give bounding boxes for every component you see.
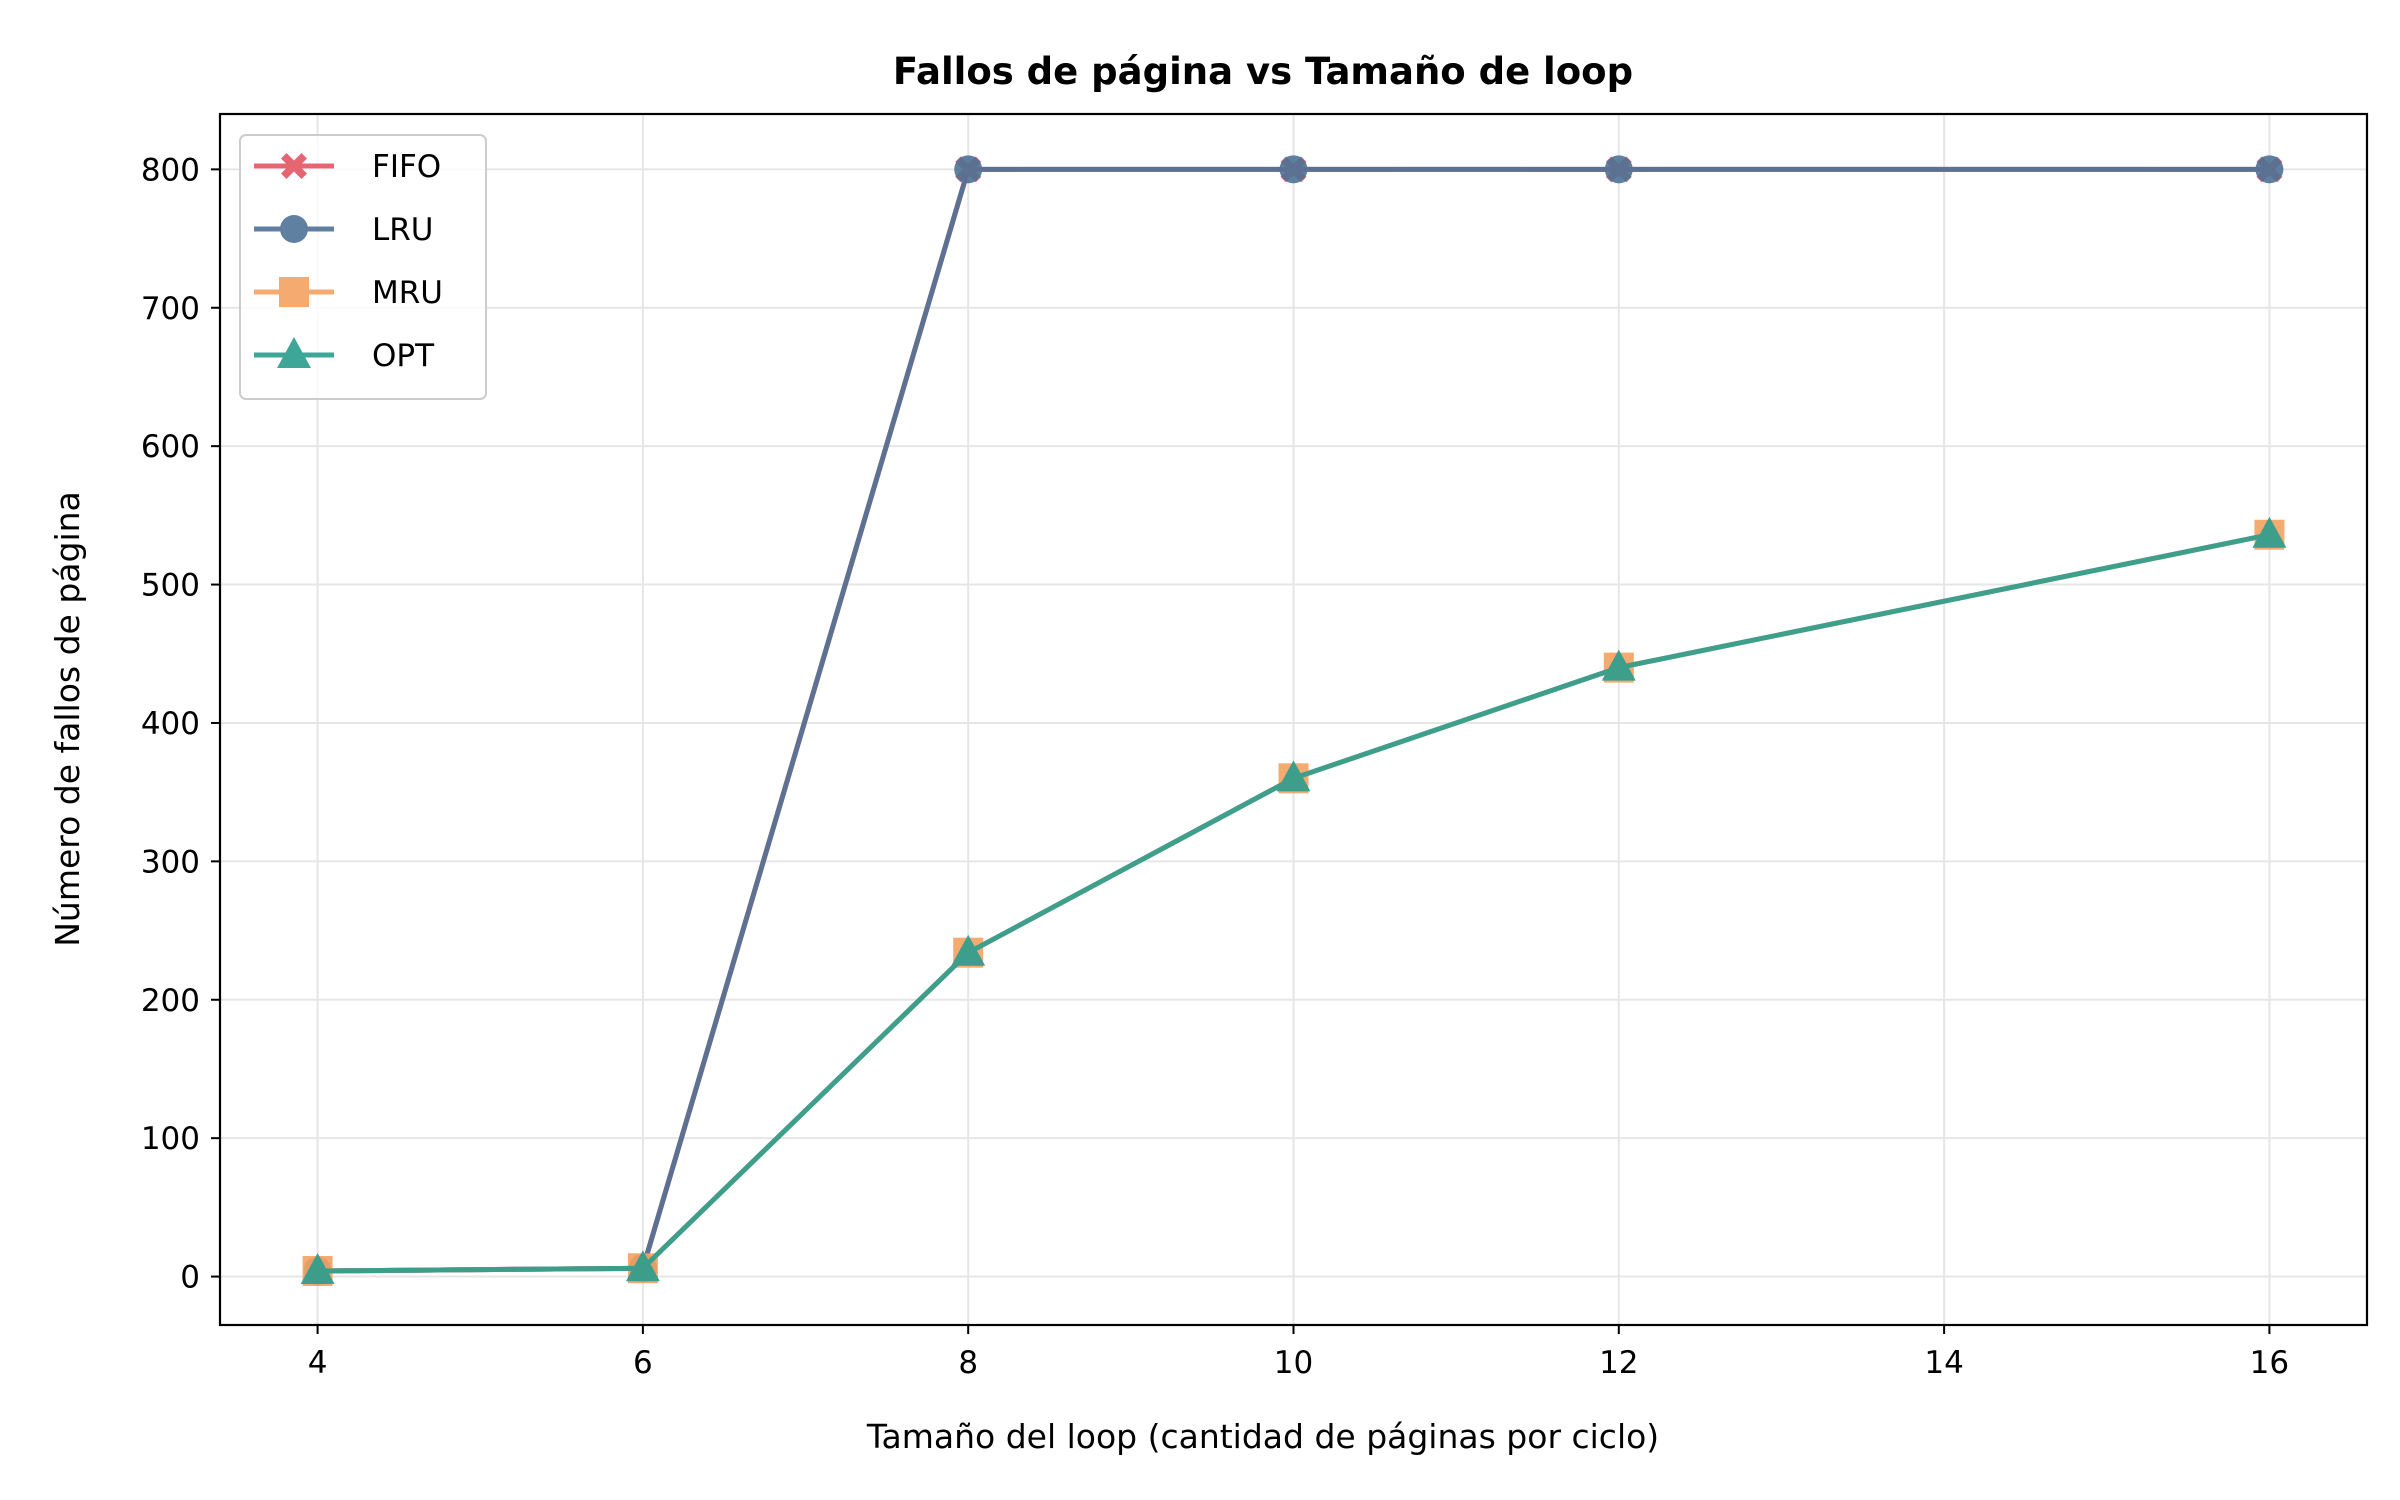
data-point-opt: [300, 1253, 335, 1285]
legend-marker-opt: [277, 337, 311, 368]
y-tick-label: 300: [141, 844, 200, 880]
legend-marker-fifo: [281, 153, 307, 179]
data-point-opt: [625, 1250, 660, 1282]
y-tick-label: 200: [141, 983, 200, 1019]
legend-marker-mru: [279, 277, 309, 307]
legend: FIFO LRU MRU OPT: [239, 134, 487, 400]
data-point-opt: [1601, 649, 1636, 681]
legend-item-opt: [254, 337, 334, 368]
y-tick-label: 500: [141, 568, 200, 604]
x-tick-label: 10: [1274, 1345, 1313, 1381]
series-layer: [300, 155, 2287, 1287]
legend-item-mru: [254, 277, 334, 307]
legend-label-fifo: FIFO: [372, 149, 441, 185]
data-point-lru: [1279, 155, 1308, 184]
y-tick-label: 800: [141, 152, 200, 188]
x-tick-label: 8: [958, 1345, 978, 1381]
ticks: 4 6 8 10 12 14 16 0 100 200 300 400 500 600 700 800: [141, 152, 2289, 1381]
data-point-opt: [1276, 760, 1311, 792]
legend-label-mru: MRU: [372, 275, 443, 311]
x-tick-label: 14: [1924, 1345, 1963, 1381]
y-tick-label: 100: [141, 1121, 200, 1157]
x-tick-label: 16: [2250, 1345, 2289, 1381]
data-point-lru: [2255, 155, 2284, 184]
y-tick-label: 400: [141, 706, 200, 742]
x-tick-label: 6: [633, 1345, 653, 1381]
series-opt: [300, 516, 2287, 1285]
x-tick-label: 4: [308, 1345, 328, 1381]
chart-title: Fallos de página vs Tamaño de loop: [893, 50, 1633, 93]
grid: [220, 114, 2367, 1325]
data-point-lru: [1604, 155, 1633, 184]
legend-item-lru: [254, 215, 334, 243]
legend-label-lru: LRU: [372, 212, 434, 248]
series-line-opt: [317, 532, 2270, 1274]
data-point-opt: [2252, 516, 2287, 548]
legend-item-fifo: [254, 153, 334, 179]
y-tick-label: 600: [141, 429, 200, 465]
data-point-opt: [951, 934, 986, 966]
legend-marker-lru: [280, 215, 308, 243]
x-axis-label: Tamaño del loop (cantidad de páginas por…: [866, 1417, 1659, 1456]
y-tick-label: 0: [180, 1260, 200, 1296]
x-tick-label: 12: [1599, 1345, 1638, 1381]
y-tick-label: 700: [141, 291, 200, 327]
legend-box: [239, 134, 487, 400]
data-point-lru: [954, 155, 983, 184]
legend-label-opt: OPT: [372, 338, 435, 374]
y-axis-label: Número de fallos de página: [48, 491, 87, 947]
